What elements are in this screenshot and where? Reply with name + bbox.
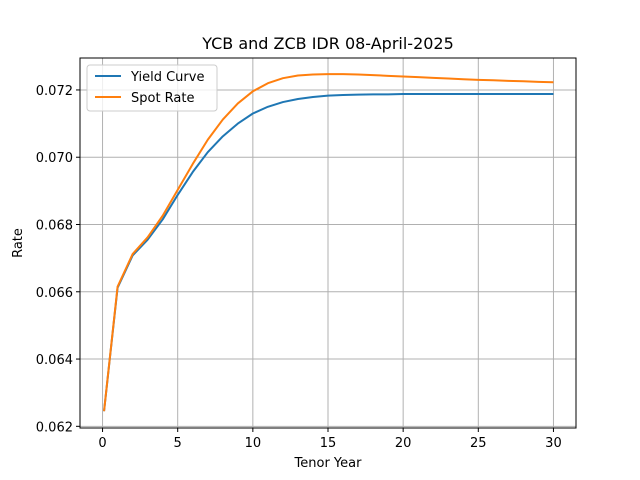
series-line-yield-curve (103, 92, 554, 412)
y-tick-label: 0.062 (36, 420, 73, 435)
x-tick-label: 15 (320, 436, 337, 451)
legend: Yield Curve Spot Rate (86, 64, 218, 112)
y-tick-label: 0.072 (36, 84, 73, 99)
legend-label-yield-curve: Yield Curve (130, 70, 204, 85)
tick-layer: 0 5 10 15 20 25 30 0.062 0.064 0.066 0.068 0.070 0.0… (36, 84, 562, 451)
x-tick-label: 20 (395, 436, 412, 451)
y-tick-label: 0.064 (36, 353, 73, 368)
grid-layer (80, 58, 576, 428)
x-tick-label: 30 (545, 436, 562, 451)
x-tick-label: 10 (245, 436, 262, 451)
y-tick-label: 0.066 (36, 286, 73, 301)
x-tick-label: 5 (174, 436, 182, 451)
x-tick-label: 25 (470, 436, 487, 451)
series-line-spot-rate (103, 73, 554, 412)
x-axis-label: Tenor Year (294, 456, 363, 471)
legend-label-spot-rate: Spot Rate (131, 91, 195, 106)
y-tick-label: 0.070 (36, 151, 73, 166)
chart-title: YCB and ZCB IDR 08-April-2025 (201, 34, 454, 53)
y-axis-label: Rate (11, 228, 26, 258)
series-layer (103, 73, 554, 412)
x-tick-label: 0 (98, 436, 106, 451)
y-tick-label: 0.068 (36, 219, 73, 234)
